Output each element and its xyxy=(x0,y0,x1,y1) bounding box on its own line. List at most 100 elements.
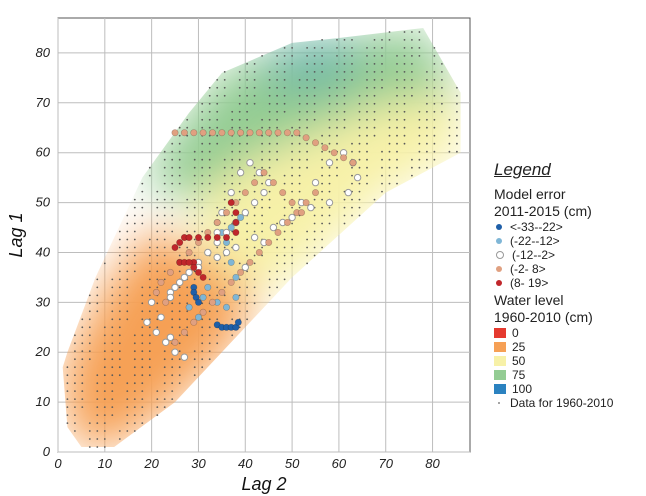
data-point xyxy=(283,71,286,73)
data-point xyxy=(193,206,196,209)
data-point xyxy=(74,366,76,369)
data-point xyxy=(321,39,323,41)
data-point xyxy=(261,55,263,57)
data-point xyxy=(126,390,129,392)
data-point xyxy=(426,150,428,153)
data-point xyxy=(156,390,159,392)
data-point xyxy=(418,110,421,113)
data-point xyxy=(321,246,323,249)
data-point xyxy=(126,302,129,305)
data-point xyxy=(381,71,383,73)
data-point xyxy=(343,63,346,65)
error-point xyxy=(232,243,240,252)
data-point xyxy=(163,278,166,281)
data-point xyxy=(328,142,331,145)
y-tick-label: 30 xyxy=(36,294,51,309)
data-point xyxy=(268,166,271,169)
error-point xyxy=(180,328,188,336)
data-point xyxy=(328,214,331,217)
data-point xyxy=(231,310,234,313)
data-point xyxy=(66,414,69,416)
error-point xyxy=(176,278,184,287)
data-point xyxy=(343,198,346,201)
data-point xyxy=(313,71,316,73)
data-point xyxy=(291,230,293,233)
data-point xyxy=(223,286,226,289)
error-point xyxy=(143,318,151,326)
data-point xyxy=(231,158,234,161)
data-point xyxy=(156,222,159,225)
data-point xyxy=(253,214,256,217)
data-point xyxy=(193,254,196,257)
data-point xyxy=(141,326,144,329)
data-point xyxy=(283,174,286,177)
data-point xyxy=(321,230,323,233)
data-point xyxy=(418,134,421,137)
data-point xyxy=(313,246,316,249)
data-point xyxy=(433,110,436,113)
data-point xyxy=(433,134,436,137)
legend-error-label: (8- 19> xyxy=(510,276,549,290)
data-point xyxy=(126,382,129,385)
error-point xyxy=(185,303,193,311)
data-point xyxy=(81,374,84,377)
data-point xyxy=(163,398,166,400)
data-point xyxy=(381,158,383,161)
data-point xyxy=(141,350,144,353)
data-point xyxy=(328,206,331,209)
data-point xyxy=(448,134,451,137)
data-point xyxy=(351,174,353,177)
data-point xyxy=(216,86,219,89)
data-point xyxy=(388,118,391,121)
data-point xyxy=(253,63,256,65)
data-point xyxy=(133,214,136,217)
data-point xyxy=(111,334,114,337)
data-point xyxy=(133,246,136,249)
data-point xyxy=(448,142,451,145)
level-heading-2: 1960-2010 (cm) xyxy=(494,309,593,325)
error-point xyxy=(265,239,273,247)
data-point xyxy=(223,158,226,161)
data-point xyxy=(118,430,121,432)
data-point xyxy=(156,198,159,201)
data-point xyxy=(171,230,174,233)
data-point xyxy=(238,310,241,313)
error-point xyxy=(180,129,188,137)
data-point xyxy=(403,39,406,41)
data-point xyxy=(126,310,129,313)
data-point xyxy=(328,182,331,185)
data-point xyxy=(126,430,129,432)
error-point xyxy=(185,268,193,277)
data-point xyxy=(193,358,196,361)
error-point xyxy=(274,129,282,137)
data-point xyxy=(433,126,436,129)
data-point xyxy=(148,334,151,337)
data-point xyxy=(388,158,391,161)
data-point xyxy=(246,222,249,225)
data-point xyxy=(426,110,428,113)
data-point xyxy=(298,150,301,153)
data-point xyxy=(291,262,293,265)
data-point xyxy=(216,142,219,145)
data-point xyxy=(216,206,219,209)
data-point xyxy=(366,150,368,153)
data-point xyxy=(231,174,234,177)
data-point xyxy=(313,86,316,89)
data-point xyxy=(456,94,458,97)
data-point xyxy=(366,174,368,177)
data-point xyxy=(163,222,166,225)
error-point xyxy=(260,188,268,197)
data-point xyxy=(306,118,308,121)
data-point xyxy=(81,382,84,385)
data-point xyxy=(291,246,293,249)
data-point xyxy=(321,150,323,153)
data-points-1960-2010 xyxy=(66,31,458,448)
data-point xyxy=(216,214,219,217)
legend-level-label: 50 xyxy=(512,354,526,368)
data-point xyxy=(283,278,286,281)
data-point xyxy=(156,398,159,400)
data-point xyxy=(231,318,234,321)
data-point xyxy=(441,63,443,65)
data-point xyxy=(171,222,174,225)
